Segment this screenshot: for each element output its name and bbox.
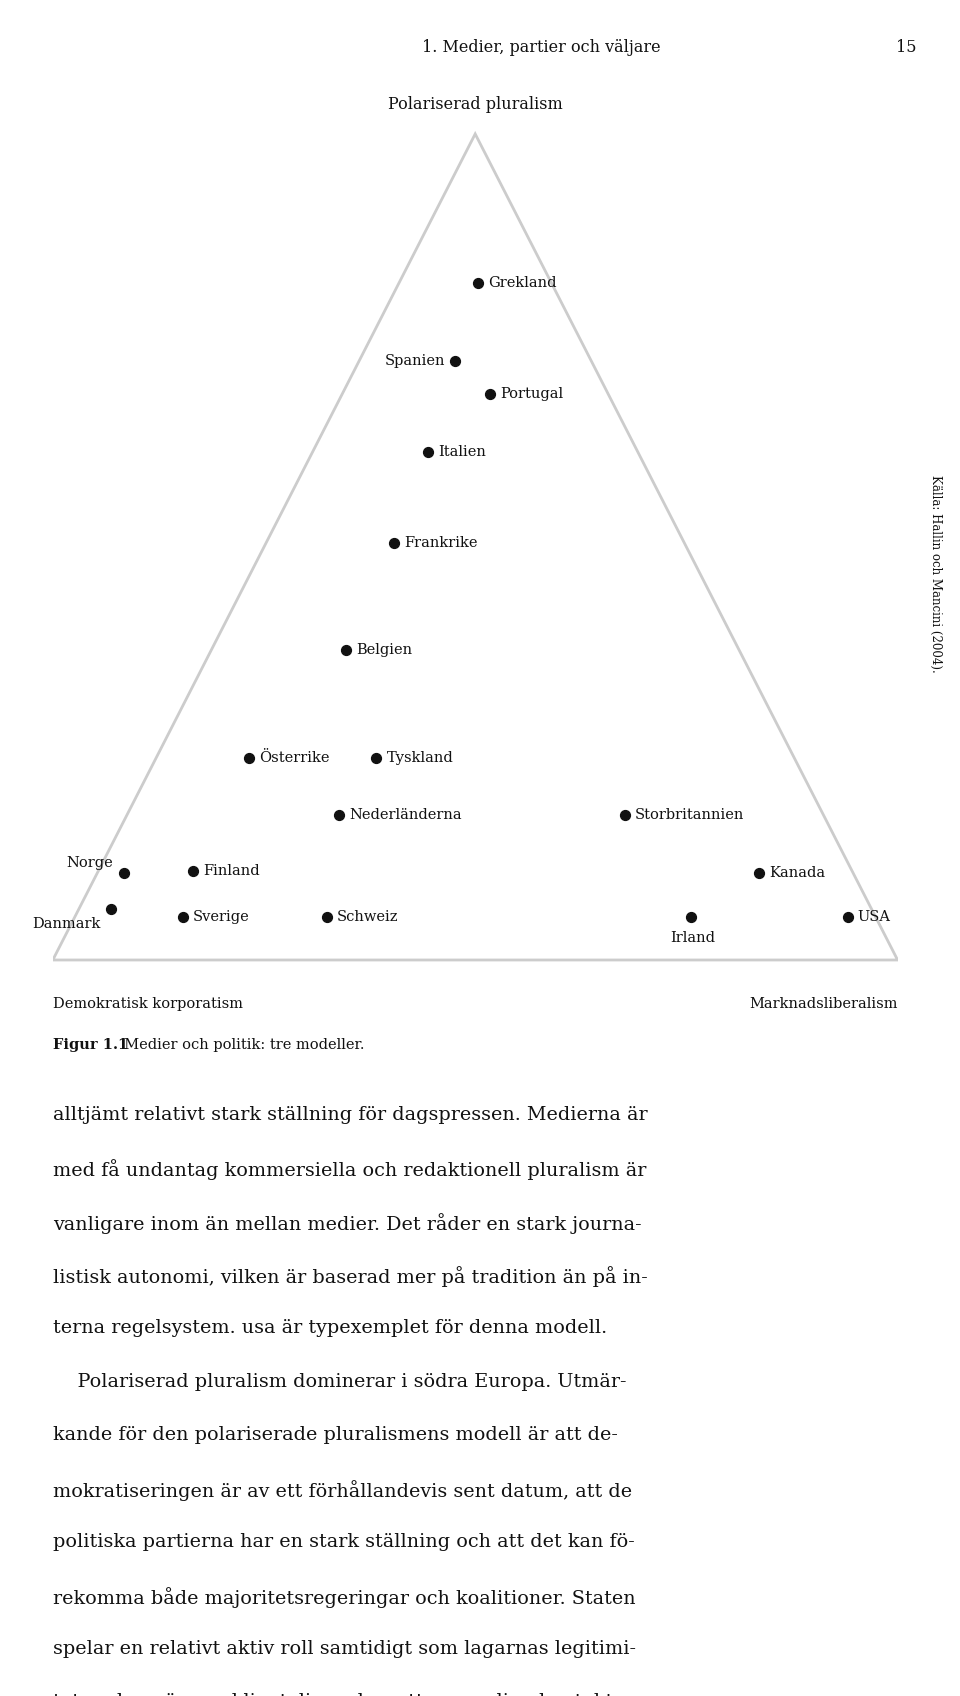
Point (241, 745, 256, 772)
Point (482, 380, 497, 407)
Point (470, 270, 486, 297)
Point (338, 636, 353, 663)
Text: Spanien: Spanien (385, 354, 445, 368)
Text: terna regelsystem. usa är typexemplet för denna modell.: terna regelsystem. usa är typexemplet fö… (53, 1319, 607, 1338)
Text: Italien: Italien (438, 444, 486, 460)
Text: spelar en relativt aktiv roll samtidigt som lagarnas legitimi-: spelar en relativt aktiv roll samtidigt … (53, 1640, 636, 1659)
Point (320, 904, 335, 931)
Text: Polariserad pluralism dominerar i södra Europa. Utmär-: Polariserad pluralism dominerar i södra … (53, 1374, 626, 1391)
Text: Grekland: Grekland (489, 276, 557, 290)
Point (840, 904, 855, 931)
Text: 1. Medier, partier och väljare: 1. Medier, partier och väljare (422, 39, 661, 56)
Text: kande för den polariserade pluralismens modell är att de-: kande för den polariserade pluralismens … (53, 1426, 617, 1445)
Text: Österrike: Österrike (259, 751, 329, 765)
Text: rekomma både majoritetsregeringar och koalitioner. Staten: rekomma både majoritetsregeringar och ko… (53, 1587, 636, 1608)
Text: Schweiz: Schweiz (337, 911, 398, 924)
Text: listisk autonomi, vilken är baserad mer på tradition än på in-: listisk autonomi, vilken är baserad mer … (53, 1265, 648, 1287)
Point (176, 904, 191, 931)
Text: Marknadsliberalism: Marknadsliberalism (749, 997, 898, 1011)
Text: vanligare inom än mellan medier. Det råder en stark journa-: vanligare inom än mellan medier. Det råd… (53, 1213, 641, 1233)
Text: politiska partierna har en stark ställning och att det kan fö-: politiska partierna har en stark ställni… (53, 1533, 635, 1552)
Text: Demokratisk korporatism: Demokratisk korporatism (53, 997, 243, 1011)
Text: mokratiseringen är av ett förhållandevis sent datum, att de: mokratiseringen är av ett förhållandevis… (53, 1479, 632, 1501)
Text: Portugal: Portugal (500, 387, 564, 402)
Text: Figur 1.1: Figur 1.1 (53, 1038, 128, 1052)
Point (386, 529, 401, 556)
Point (617, 802, 633, 829)
Point (331, 802, 347, 829)
Text: Norge: Norge (67, 856, 113, 870)
Text: tet undergrävs av klientelism, dvs. att personliga kontakter: tet undergrävs av klientelism, dvs. att … (53, 1693, 634, 1696)
Point (420, 438, 436, 465)
Point (185, 856, 201, 884)
Text: Nederländerna: Nederländerna (349, 809, 462, 823)
Text: Källa: Hallin och Mancini (2004).: Källa: Hallin och Mancini (2004). (929, 475, 943, 673)
Text: Kanada: Kanada (769, 867, 825, 880)
Text: Tyskland: Tyskland (387, 751, 453, 765)
Point (369, 745, 384, 772)
Text: Irland: Irland (670, 931, 715, 945)
Text: 15: 15 (897, 39, 917, 56)
Text: Polariserad pluralism: Polariserad pluralism (388, 97, 563, 114)
Point (103, 895, 118, 923)
Text: alltjämt relativt stark ställning för dagspressen. Medierna är: alltjämt relativt stark ställning för da… (53, 1106, 647, 1124)
Text: med få undantag kommersiella och redaktionell pluralism är: med få undantag kommersiella och redakti… (53, 1160, 646, 1180)
Text: USA: USA (857, 911, 891, 924)
Text: Belgien: Belgien (356, 643, 412, 658)
Text: Finland: Finland (203, 863, 259, 879)
Text: Medier och politik: tre modeller.: Medier och politik: tre modeller. (115, 1038, 365, 1052)
Text: Storbritannien: Storbritannien (636, 809, 745, 823)
Text: Frankrike: Frankrike (404, 536, 477, 550)
Point (116, 860, 132, 887)
Point (684, 904, 699, 931)
Point (751, 860, 766, 887)
Text: Sverige: Sverige (193, 911, 250, 924)
Text: Danmark: Danmark (33, 916, 101, 931)
Point (447, 348, 463, 375)
